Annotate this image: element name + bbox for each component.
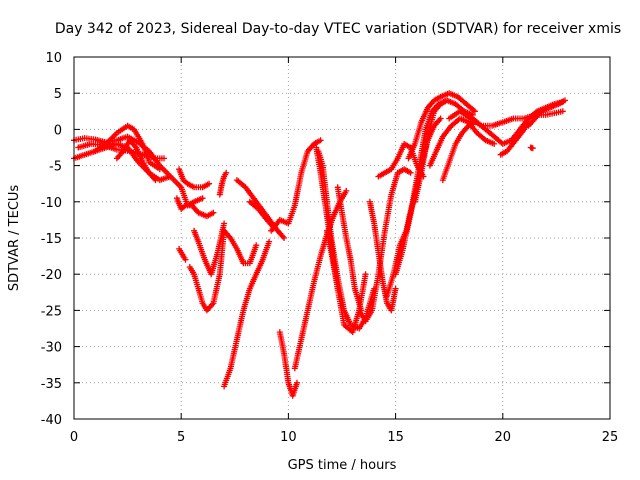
- y-axis-label: SDTVAR / TECUs: [7, 185, 22, 292]
- series-arc-36: [411, 97, 451, 205]
- series-arc-07: [173, 195, 217, 220]
- series-arc-35: [527, 144, 536, 152]
- data-point: [221, 220, 228, 227]
- data-point: [317, 137, 324, 144]
- data-point: [471, 108, 478, 115]
- data-points: [71, 90, 568, 399]
- x-axis-label: GPS time / hours: [288, 458, 397, 473]
- y-tick-label: -10: [41, 196, 62, 211]
- data-point: [491, 140, 498, 147]
- series-arc-16: [276, 329, 300, 399]
- series-arc-13: [221, 227, 260, 267]
- y-tick-label: -30: [41, 341, 62, 356]
- x-tick-label: 20: [495, 430, 512, 445]
- series-arc-17: [268, 137, 324, 234]
- series-arc-24: [356, 166, 414, 325]
- axis-ticks: 0 5 10 15 20 25 10 5 0 -5 -10 -15 -20 -25 -30 -35 -40: [41, 51, 619, 445]
- data-point: [182, 256, 189, 263]
- data-point: [437, 115, 444, 122]
- series-arc-30: [439, 119, 478, 184]
- data-point: [266, 238, 273, 245]
- data-point: [444, 97, 451, 104]
- x-tick-label: 25: [602, 430, 619, 445]
- series-arc-09: [186, 227, 228, 314]
- data-point: [199, 195, 206, 202]
- y-tick-label: -35: [41, 377, 62, 392]
- data-point: [562, 97, 568, 104]
- data-point: [343, 187, 350, 194]
- data-point: [253, 242, 260, 249]
- y-tick-label: 5: [54, 87, 62, 102]
- data-point: [206, 180, 213, 187]
- series-arc-04: [92, 122, 163, 173]
- data-point: [392, 285, 399, 292]
- series-arc-06: [176, 166, 213, 191]
- y-tick-label: -40: [41, 413, 62, 428]
- data-point: [210, 209, 217, 216]
- series-arc-11: [216, 169, 230, 198]
- data-point: [529, 145, 536, 152]
- chart-title: Day 342 of 2023, Sidereal Day-to-day VTE…: [55, 21, 621, 37]
- y-tick-label: -15: [41, 232, 62, 247]
- series-arc-33: [497, 119, 532, 158]
- data-point: [294, 379, 300, 386]
- y-tick-label: -20: [41, 268, 62, 283]
- data-point: [407, 169, 414, 176]
- series-arc-08: [176, 245, 189, 263]
- x-tick-label: 15: [387, 430, 404, 445]
- data-point: [156, 166, 163, 173]
- y-tick-label: 10: [45, 51, 62, 66]
- data-point: [362, 271, 369, 278]
- y-tick-label: -5: [49, 160, 62, 175]
- data-point: [281, 235, 288, 241]
- y-tick-label: 0: [54, 123, 62, 138]
- data-point: [559, 108, 566, 115]
- series-arc-10: [191, 220, 228, 278]
- series-arc-05: [113, 137, 159, 184]
- data-point: [167, 173, 174, 180]
- data-point: [152, 177, 159, 184]
- y-tick-label: -25: [41, 304, 62, 319]
- series-arc-22: [334, 184, 365, 314]
- series-arc-12: [221, 238, 273, 390]
- data-point: [161, 155, 167, 162]
- series-arc-34: [525, 97, 568, 129]
- data-point: [223, 169, 230, 176]
- grid: [74, 57, 610, 419]
- x-tick-label: 10: [280, 430, 297, 445]
- x-tick-label: 0: [70, 430, 78, 445]
- series-arc-15: [246, 198, 277, 231]
- series-arc-27: [405, 90, 478, 162]
- x-tick-label: 5: [177, 430, 185, 445]
